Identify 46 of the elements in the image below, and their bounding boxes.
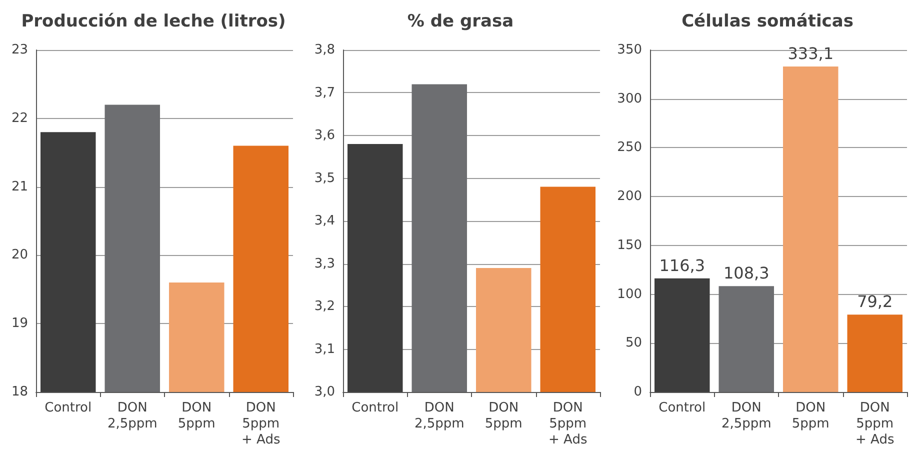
data-label: 116,3 [659,256,706,275]
y-tick-label: 300 [617,91,642,106]
y-tick-label: 21 [11,179,28,194]
y-tick-label: 3,2 [314,299,335,314]
x-tick-label: DON 5ppm [792,400,830,432]
y-tick-label: 3,4 [314,214,335,228]
x-tick-label: DON 5ppm + Ads [548,400,588,448]
y-tick-label: 250 [617,140,642,156]
y-tick-label: 19 [11,316,28,332]
x-tick-label: DON 2,5ppm [107,400,158,432]
bar [847,314,903,392]
y-tick-label: 3,8 [314,42,335,58]
x-tick-label: DON 5ppm [484,400,522,432]
y-tick-label: 3,0 [314,384,335,400]
data-label: 108,3 [723,264,770,283]
x-tick-label: DON 5ppm [178,400,216,432]
y-tick-label: 23 [11,42,28,58]
bar [783,66,838,392]
x-tick-label: DON 5ppm + Ads [856,400,894,448]
y-tick-label: 18 [11,384,28,400]
y-tick-label: 350 [617,42,642,58]
y-tick-label: 3,6 [314,128,335,143]
y-tick-label: 100 [617,286,642,302]
x-tick-label: DON 2,5ppm [721,400,772,432]
y-tick-label: 50 [625,336,642,351]
x-tick-label: DON 5ppm + Ads [242,400,280,448]
y-tick-label: 20 [11,248,28,263]
chart-title: Células somáticas [682,12,854,32]
y-tick-label: 3,1 [314,342,335,357]
bar [654,278,710,392]
y-tick-label: 0 [634,384,642,400]
y-tick-label: 22 [11,110,28,126]
y-tick-label: 3,7 [314,85,335,100]
x-tick-label: Control [44,400,92,416]
data-label: 333,1 [788,44,834,64]
y-tick-label: 3,3 [314,256,335,272]
bar [718,286,774,392]
y-tick-label: 3,5 [314,170,335,186]
data-label: 79,2 [857,292,893,312]
chart-title: % de grasa [407,12,514,32]
x-tick-label: Control [352,400,399,416]
x-tick-label: DON 2,5ppm [414,400,464,432]
y-tick-label: 200 [617,189,642,204]
chart-title: Producción de leche (litros) [21,12,286,32]
y-tick-label: 150 [617,238,642,253]
x-tick-label: Control [658,400,706,416]
